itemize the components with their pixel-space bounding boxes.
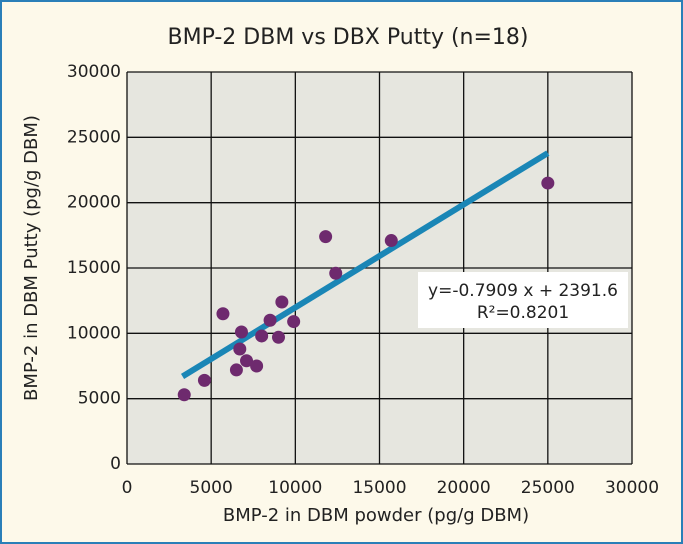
point xyxy=(287,315,301,329)
point xyxy=(263,313,277,327)
point xyxy=(384,234,398,248)
point xyxy=(197,373,211,387)
point xyxy=(541,176,555,190)
point xyxy=(319,230,333,244)
y-tick-label: 25000 xyxy=(67,127,121,147)
y-tick-label: 20000 xyxy=(67,193,121,213)
x-tick-label: 10000 xyxy=(268,478,322,498)
point xyxy=(240,354,254,368)
point xyxy=(255,329,269,343)
y-tick-label: 10000 xyxy=(67,323,121,343)
point xyxy=(177,388,191,402)
point xyxy=(233,342,247,356)
point xyxy=(272,330,285,344)
x-tick-label: 20000 xyxy=(437,478,491,498)
point xyxy=(216,307,230,321)
chart-title: BMP-2 DBM vs DBX Putty (n=18) xyxy=(168,25,529,50)
x-axis-label: BMP-2 in DBM powder (pg/g DBM) xyxy=(223,505,529,526)
x-tick-label: 15000 xyxy=(352,478,406,498)
point xyxy=(229,363,243,377)
y-tick-label: 30000 xyxy=(67,62,121,82)
point xyxy=(234,325,248,339)
point xyxy=(250,359,264,373)
point xyxy=(275,295,289,309)
x-tick-label: 0 xyxy=(122,478,133,498)
x-tick-label: 5000 xyxy=(190,478,233,498)
x-tick-label: 25000 xyxy=(521,478,575,498)
r-squared: R²=0.8201 xyxy=(477,303,569,323)
point xyxy=(329,266,343,280)
trendline xyxy=(180,150,550,380)
y-tick-label: 5000 xyxy=(78,389,121,409)
annotation-box xyxy=(418,272,628,328)
x-tick-label: 30000 xyxy=(605,478,659,498)
equation: y=-0.7909 x + 2391.6 xyxy=(428,281,618,301)
y-tick-label: 15000 xyxy=(67,258,121,278)
y-axis-label: BMP-2 in DBM Putty (pg/g DBM) xyxy=(21,115,42,401)
y-tick-label: 0 xyxy=(110,454,121,474)
